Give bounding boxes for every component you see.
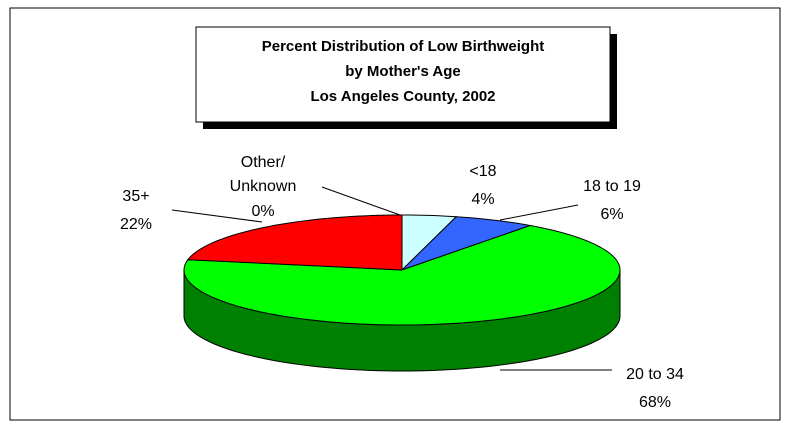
leader-line <box>171 209 263 223</box>
title-box <box>195 26 611 123</box>
value-label: 22% <box>120 216 152 233</box>
slice-label: Unknown <box>230 178 297 195</box>
slice-label: Other/ <box>241 154 286 171</box>
slice-label: 20 to 34 <box>626 366 684 383</box>
leader-line <box>321 186 401 216</box>
slice <box>183 224 621 326</box>
value-label: 6% <box>600 206 623 223</box>
leader-line <box>499 204 579 221</box>
slice-label: 18 to 19 <box>583 178 641 195</box>
chart-title: by Mother's Age <box>345 63 461 80</box>
value-label: 68% <box>639 394 671 411</box>
chart-title: Los Angeles County, 2002 <box>310 88 495 105</box>
slice <box>401 216 533 271</box>
value-label: 4% <box>471 191 494 208</box>
slice-label: 35+ <box>122 188 149 205</box>
slice-label: <18 <box>469 163 496 180</box>
slice <box>186 214 403 271</box>
value-label: 0% <box>251 203 274 220</box>
chart-title: Percent Distribution of Low Birthweight <box>262 38 545 55</box>
